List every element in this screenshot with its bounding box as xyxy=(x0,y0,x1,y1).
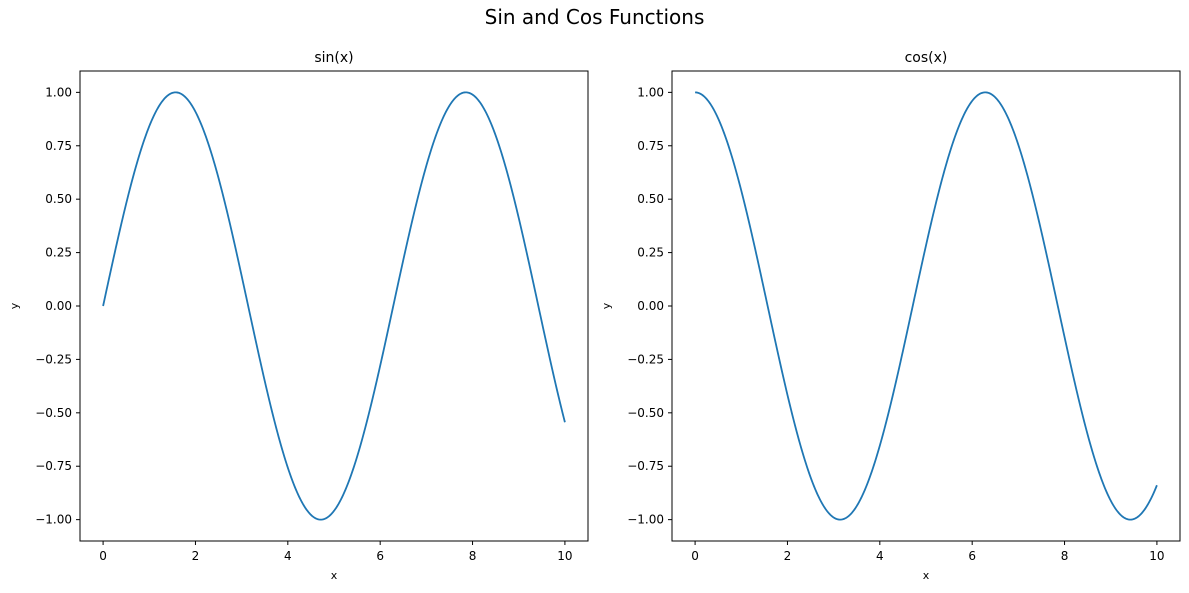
cos-y-tick-label: 0.75 xyxy=(637,139,664,153)
cos-x-tick-label: 10 xyxy=(1149,549,1164,563)
cos-y-axis-label: y xyxy=(600,302,613,309)
sin-x-tick-label: 8 xyxy=(469,549,477,563)
cos-x-tick-label: 0 xyxy=(691,549,699,563)
sin-y-tick-label: 0.75 xyxy=(45,139,72,153)
sin-y-tick-label: −0.75 xyxy=(35,459,72,473)
cos-x-tick-label: 6 xyxy=(968,549,976,563)
sin-x-tick-label: 2 xyxy=(192,549,200,563)
sin-y-tick-label: −1.00 xyxy=(35,513,72,527)
cos-y-tick-label: −0.25 xyxy=(627,352,664,366)
sin-x-tick-label: 4 xyxy=(284,549,292,563)
sin-x-tick-label: 0 xyxy=(99,549,107,563)
sin-y-tick-label: 0.50 xyxy=(45,192,72,206)
cos-y-tick-label: −1.00 xyxy=(627,513,664,527)
cos-y-tick-label: 0.25 xyxy=(637,246,664,260)
sin-x-tick-label: 6 xyxy=(376,549,384,563)
cos-chart-title: cos(x) xyxy=(905,50,948,66)
cos-x-axis-label: x xyxy=(923,569,930,582)
sin-chart-title: sin(x) xyxy=(314,50,353,66)
cos-x-tick-label: 8 xyxy=(1061,549,1069,563)
cos-y-tick-label: 0.00 xyxy=(637,299,664,313)
cos-series-line xyxy=(695,91,1158,521)
cos-x-tick-label: 4 xyxy=(876,549,884,563)
sin-x-tick-label: 10 xyxy=(557,549,572,563)
sin-y-tick-label: 0.25 xyxy=(45,246,72,260)
cos-y-tick-label: −0.50 xyxy=(627,406,664,420)
cos-y-tick-label: 0.50 xyxy=(637,192,664,206)
figure-title: Sin and Cos Functions xyxy=(484,5,705,29)
cos-y-tick-label: 1.00 xyxy=(637,85,664,99)
sin-series-line xyxy=(102,91,566,521)
cos-y-tick-label: −0.75 xyxy=(627,459,664,473)
sin-y-tick-label: 1.00 xyxy=(45,85,72,99)
sin-y-tick-label: −0.50 xyxy=(35,406,72,420)
sin-y-tick-label: 0.00 xyxy=(45,299,72,313)
sin-y-tick-label: −0.25 xyxy=(35,352,72,366)
cos-axes-frame xyxy=(671,70,1181,542)
sin-y-axis-label: y xyxy=(8,302,21,309)
sin-x-axis-label: x xyxy=(331,569,338,582)
cos-x-tick-label: 2 xyxy=(784,549,792,563)
